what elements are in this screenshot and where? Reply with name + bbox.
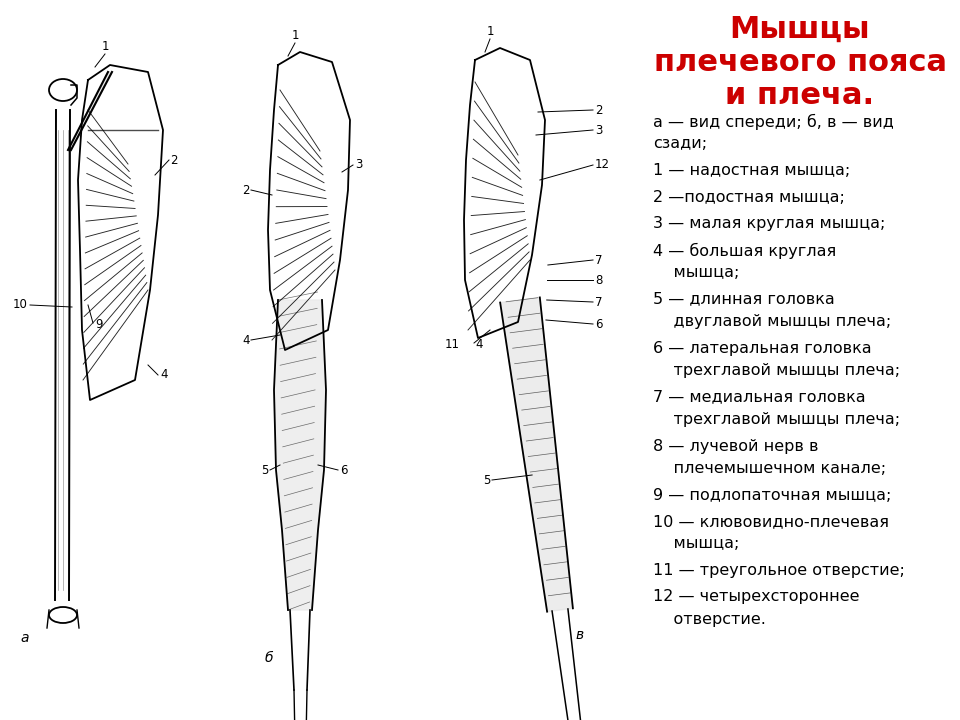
Text: 2: 2 — [170, 153, 178, 166]
Text: мышца;: мышца; — [653, 265, 739, 280]
Polygon shape — [274, 300, 326, 610]
Text: 6: 6 — [595, 318, 603, 330]
Polygon shape — [500, 297, 573, 612]
Text: 3: 3 — [595, 124, 602, 137]
Polygon shape — [68, 72, 112, 150]
Text: 4: 4 — [243, 333, 250, 346]
Text: 2: 2 — [243, 184, 250, 197]
Text: 1: 1 — [101, 40, 108, 53]
Text: в: в — [575, 628, 583, 642]
Text: 2 —подостная мышца;: 2 —подостная мышца; — [653, 189, 845, 204]
Text: 2: 2 — [595, 104, 603, 117]
Text: 6: 6 — [340, 464, 348, 477]
Text: 4: 4 — [160, 369, 167, 382]
Text: 1 — надостная мышца;: 1 — надостная мышца; — [653, 163, 851, 178]
Text: трехглавой мышцы плеча;: трехглавой мышцы плеча; — [653, 412, 900, 427]
Text: трехглавой мышцы плеча;: трехглавой мышцы плеча; — [653, 363, 900, 378]
Text: 1: 1 — [487, 25, 493, 38]
Text: 1: 1 — [291, 29, 299, 42]
Text: плечемышечном канале;: плечемышечном канале; — [653, 461, 886, 476]
Text: а: а — [20, 631, 29, 645]
Text: 4: 4 — [475, 338, 483, 351]
Text: 12: 12 — [595, 158, 610, 171]
Text: и плеча.: и плеча. — [726, 81, 875, 110]
Text: 7: 7 — [595, 253, 603, 266]
Text: 4 — большая круглая: 4 — большая круглая — [653, 243, 836, 258]
Text: 11 — треугольное отверстие;: 11 — треугольное отверстие; — [653, 563, 905, 578]
Text: 5: 5 — [483, 474, 490, 487]
Text: 8 — лучевой нерв в: 8 — лучевой нерв в — [653, 438, 819, 454]
Text: 12 — четырехстороннее: 12 — четырехстороннее — [653, 590, 859, 605]
Text: 6 — латеральная головка: 6 — латеральная головка — [653, 341, 872, 356]
Text: Мышцы: Мышцы — [730, 15, 871, 44]
Text: 3: 3 — [355, 158, 362, 171]
Text: двуглавой мышцы плеча;: двуглавой мышцы плеча; — [653, 314, 891, 329]
Text: 9: 9 — [95, 318, 103, 331]
Text: плечевого пояса: плечевого пояса — [654, 48, 947, 77]
Text: мышца;: мышца; — [653, 536, 739, 552]
Text: сзади;: сзади; — [653, 137, 708, 151]
Text: 11: 11 — [445, 338, 460, 351]
Text: отверстие.: отверстие. — [653, 612, 766, 627]
Text: 5 — длинная головка: 5 — длинная головка — [653, 292, 835, 307]
Text: а — вид спереди; б, в — вид: а — вид спереди; б, в — вид — [653, 114, 894, 130]
Text: 9 — подлопаточная мышца;: 9 — подлопаточная мышца; — [653, 487, 892, 503]
Text: 5: 5 — [260, 464, 268, 477]
Text: 10: 10 — [13, 299, 28, 312]
Text: 7 — медиальная головка: 7 — медиальная головка — [653, 390, 866, 405]
Text: 7: 7 — [595, 295, 603, 308]
Text: 3 — малая круглая мышца;: 3 — малая круглая мышца; — [653, 216, 885, 231]
Text: 10 — клювовидно-плечевая: 10 — клювовидно-плечевая — [653, 514, 889, 529]
Text: б: б — [265, 651, 274, 665]
Text: 8: 8 — [595, 274, 602, 287]
